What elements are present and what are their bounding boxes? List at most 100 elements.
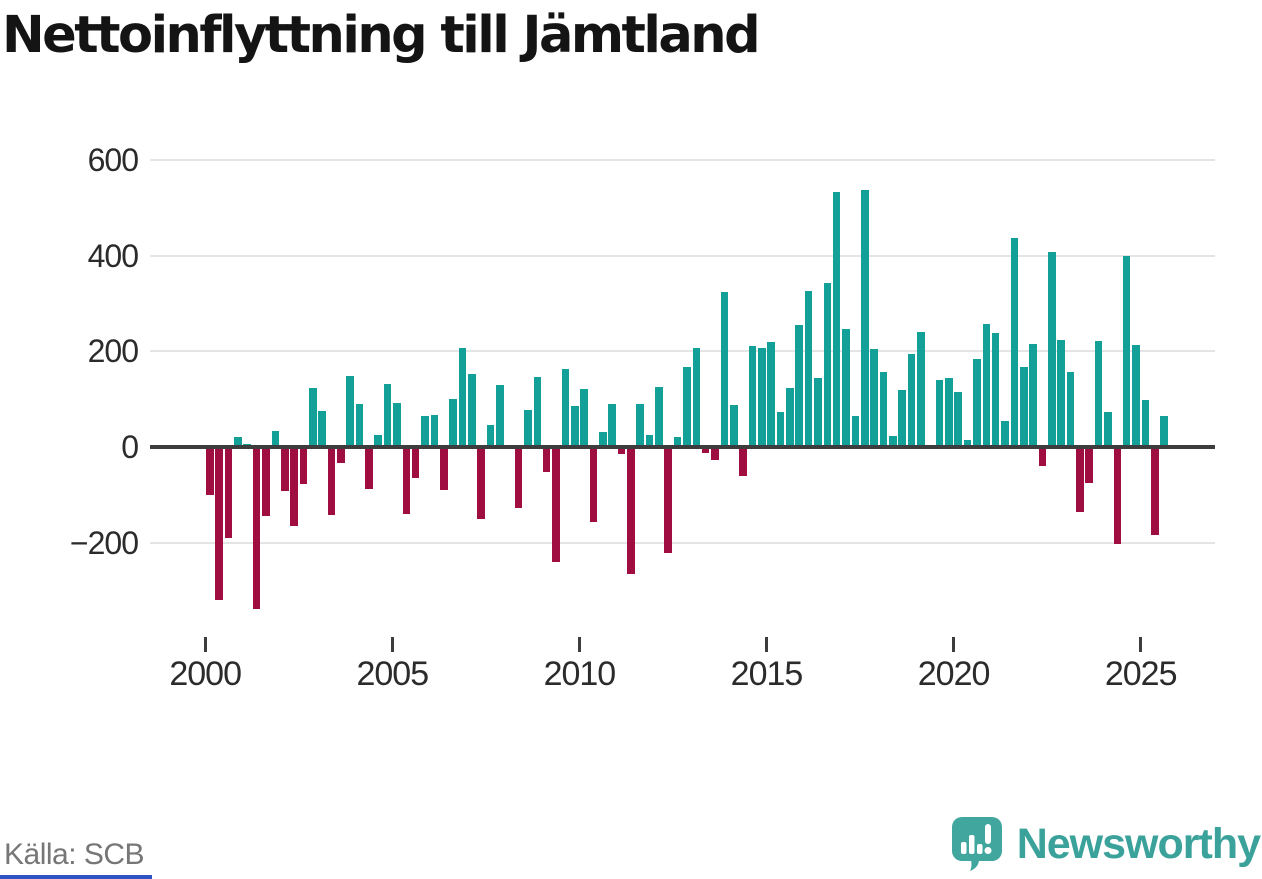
bar-2017-q3	[860, 189, 869, 447]
bar-2000-q4	[234, 436, 242, 447]
bar-2004-q3	[374, 435, 383, 447]
bar-2018-q3	[898, 389, 906, 447]
x-axis-tick-2025	[1139, 637, 1143, 652]
y-axis-label-200: 200	[87, 333, 139, 370]
x-axis-tick-2000	[203, 637, 207, 652]
y-axis-label-0: 0	[121, 429, 139, 465]
bar-2022-q4	[1057, 339, 1065, 447]
bar-2022-q1	[1029, 343, 1037, 447]
bar-2006-q4	[458, 347, 467, 447]
gridline-y-400	[150, 254, 1215, 257]
bar-2022-q2	[1038, 447, 1047, 466]
bar-2010-q1	[580, 389, 588, 447]
bar-2003-q1	[318, 410, 326, 447]
bar-2015-q3	[786, 387, 794, 447]
bar-2004-q4	[383, 383, 392, 447]
bar-2017-q4	[870, 349, 878, 447]
bar-2009-q4	[570, 406, 579, 447]
newsworthy-logo: Newsworthy	[951, 816, 1261, 872]
bar-2025-q2	[1150, 447, 1159, 536]
bar-2015-q4	[795, 324, 804, 447]
bar-2021-q3	[1010, 237, 1019, 447]
x-axis-tick-2020	[952, 637, 956, 652]
bar-2008-q4	[533, 377, 542, 447]
y-axis-label-400: 400	[87, 237, 139, 274]
bar-2012-q2	[664, 447, 673, 553]
bar-2021-q4	[1019, 366, 1028, 447]
bar-2018-q1	[879, 371, 888, 447]
bar-2004-q1	[355, 403, 364, 447]
x-axis-label-2000: 2000	[169, 655, 242, 693]
bar-2022-q3	[1048, 251, 1056, 447]
bar-2011-q3	[636, 404, 644, 447]
footer-accent-strip	[0, 875, 152, 879]
bar-2006-q2	[439, 447, 448, 490]
bar-2012-q1	[655, 386, 663, 447]
bar-2020-q1	[954, 391, 963, 447]
bar-2005-q2	[402, 447, 411, 514]
bar-2002-q1	[280, 447, 289, 492]
bar-2016-q1	[804, 291, 813, 447]
bar-2013-q2	[701, 447, 710, 453]
x-axis-tick-2015	[765, 637, 768, 652]
y-axis-label-−200: −200	[69, 524, 139, 561]
x-axis-label-2010: 2010	[543, 655, 617, 693]
bar-2023-q4	[1094, 341, 1103, 447]
bar-2016-q2	[814, 377, 822, 447]
bar-2018-q2	[888, 435, 897, 447]
bar-2011-q1	[617, 447, 626, 455]
bar-2007-q4	[496, 385, 504, 447]
bar-2024-q3	[1122, 255, 1131, 447]
bar-2017-q2	[851, 416, 860, 447]
bar-2017-q1	[842, 329, 850, 447]
bar-2005-q4	[421, 416, 429, 447]
bar-2006-q1	[430, 415, 439, 447]
y-axis-label-600: 600	[87, 142, 139, 179]
bar-2014-q3	[748, 345, 757, 447]
bar-2023-q3	[1085, 447, 1094, 483]
bar-2016-q4	[832, 191, 841, 447]
bar-2003-q4	[346, 376, 354, 447]
x-axis-label-2025: 2025	[1104, 655, 1178, 693]
bar-2013-q4	[720, 291, 729, 447]
bar-2011-q4	[645, 435, 654, 447]
bar-2009-q1	[542, 447, 551, 472]
bar-2004-q2	[365, 447, 373, 489]
chart-title: Nettoinflyttning till Jämtland	[2, 6, 761, 65]
bar-2021-q2	[1001, 421, 1009, 447]
bar-2019-q4	[945, 378, 953, 447]
bar-2020-q4	[982, 323, 991, 447]
bar-2019-q1	[917, 331, 925, 447]
bar-2010-q2	[589, 447, 598, 523]
bar-2013-q3	[711, 447, 719, 460]
bar-2016-q3	[823, 283, 832, 447]
bar-2014-q4	[758, 347, 766, 447]
bar-2021-q1	[991, 333, 1000, 447]
bar-2011-q2	[627, 447, 635, 575]
bar-2009-q2	[552, 447, 560, 562]
bar-2001-q3	[262, 447, 270, 516]
bar-2015-q2	[776, 411, 785, 447]
gridline-y-600	[150, 159, 1215, 162]
source-note: Källa: SCB	[4, 838, 145, 871]
bar-2000-q1	[206, 447, 214, 495]
x-axis-label-2020: 2020	[917, 655, 991, 693]
bar-2008-q3	[524, 410, 532, 447]
bar-2002-q4	[308, 388, 317, 447]
x-axis-label-2005: 2005	[356, 655, 429, 693]
bar-2007-q2	[477, 447, 485, 519]
bar-2005-q3	[411, 447, 420, 478]
bar-2012-q3	[673, 436, 682, 447]
bar-2007-q1	[468, 373, 476, 447]
bar-2018-q4	[907, 354, 916, 447]
bar-2003-q2	[327, 447, 336, 516]
bar-2000-q3	[224, 447, 233, 538]
bar-2005-q1	[393, 403, 401, 447]
bar-2020-q3	[973, 358, 981, 447]
bar-2015-q1	[767, 342, 775, 447]
bar-2024-q1	[1104, 411, 1112, 447]
bar-2023-q1	[1066, 371, 1075, 447]
x-axis-label-2015: 2015	[730, 655, 804, 693]
bar-2013-q1	[692, 347, 701, 447]
